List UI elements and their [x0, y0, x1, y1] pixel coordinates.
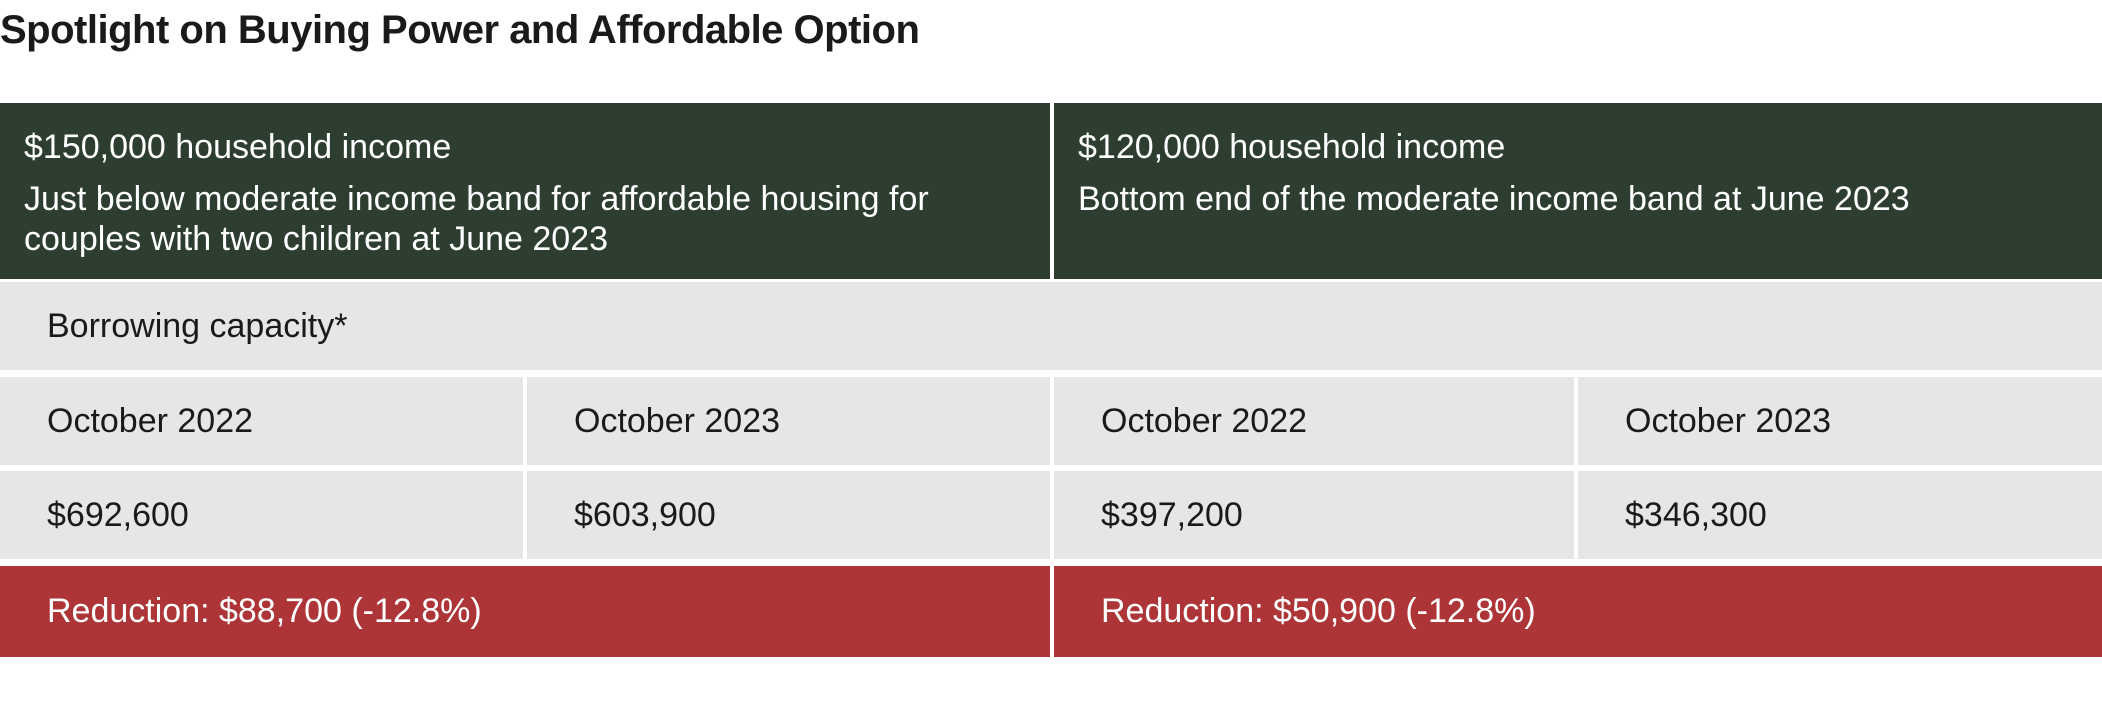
period: October 2022	[0, 377, 523, 465]
title: Spotlight on Buying Power and Affordable…	[0, 8, 920, 52]
description: Bottom end of the moderate income band a…	[1078, 180, 1910, 218]
header-cell: $150,000 household income Just below mod…	[0, 103, 1050, 279]
value: $397,200	[1054, 471, 1574, 559]
caption: Borrowing capacity*	[0, 282, 2102, 370]
reduction: Reduction: $88,700 (-12.8%)	[0, 566, 1050, 657]
value: $603,900	[527, 471, 1050, 559]
income: $120,000 household income	[1078, 128, 1506, 166]
income: $150,000 household income	[24, 128, 452, 166]
value: $346,300	[1578, 471, 2102, 559]
period: October 2022	[1054, 377, 1574, 465]
reduction: Reduction: $50,900 (-12.8%)	[1054, 566, 2102, 657]
header-cell: $120,000 household income Bottom end of …	[1054, 103, 2102, 279]
value: $692,600	[0, 471, 523, 559]
period: October 2023	[527, 377, 1050, 465]
period: October 2023	[1578, 377, 2102, 465]
description: Just below moderate income band for affo…	[24, 180, 929, 258]
